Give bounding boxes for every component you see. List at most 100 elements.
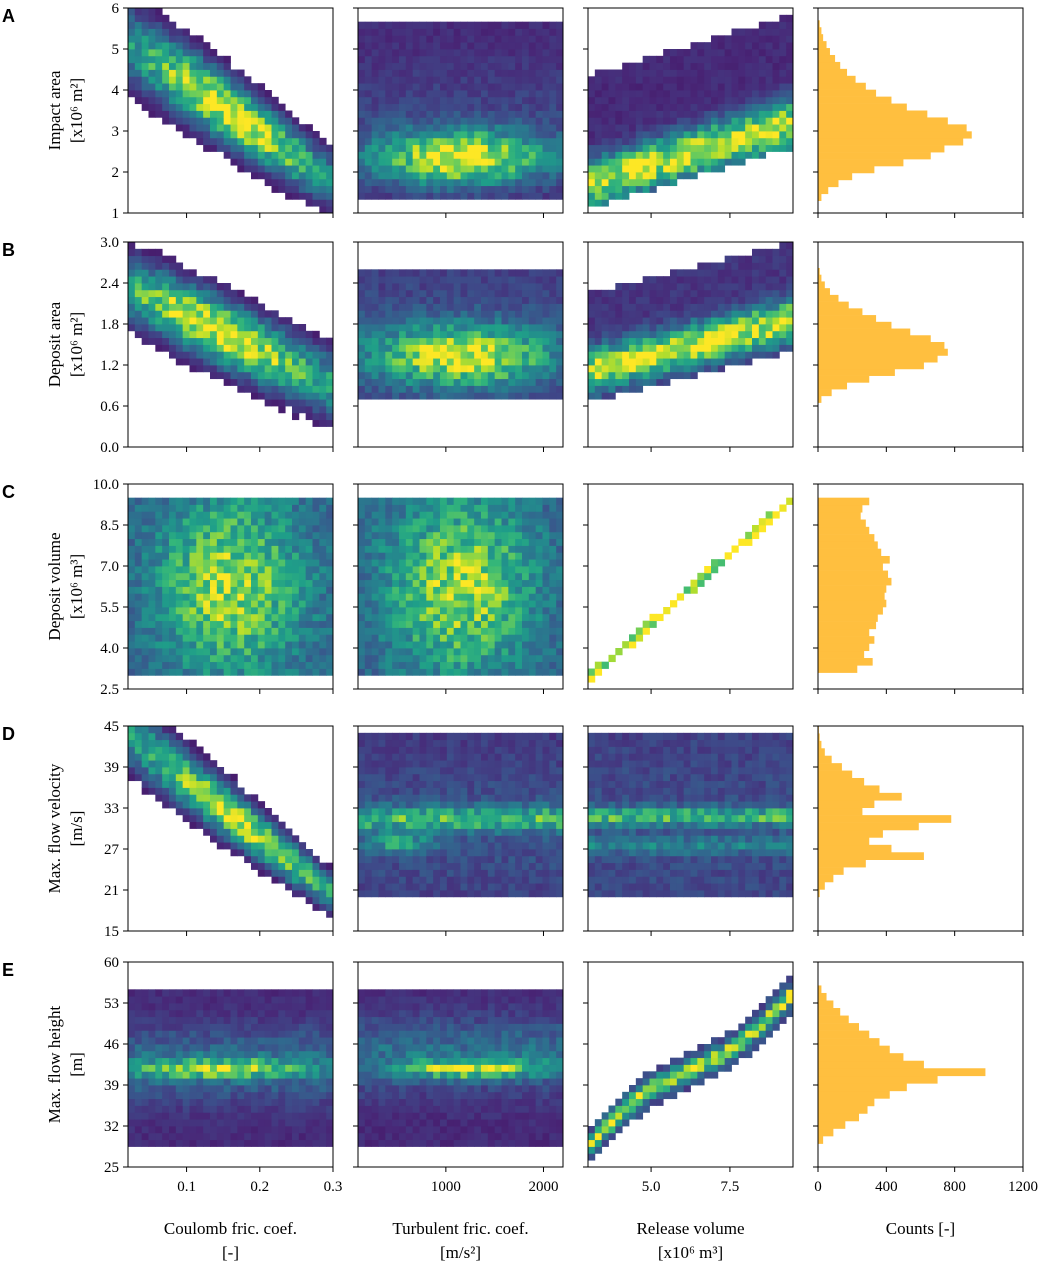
heatmap-cell: [522, 185, 530, 193]
heatmap-cell: [412, 344, 420, 352]
heatmap-cell: [717, 96, 726, 105]
heatmap-cell: [385, 158, 393, 166]
heatmap-cell: [481, 117, 489, 125]
heatmap-cell: [257, 497, 266, 505]
heatmap-cell: [676, 289, 685, 298]
heatmap-cell: [271, 371, 279, 380]
heatmap-cell: [305, 158, 313, 166]
heatmap-cell: [251, 303, 259, 311]
heatmap-cell: [141, 579, 149, 587]
heatmap-cell: [399, 49, 407, 57]
heatmap-cell: [758, 351, 767, 359]
heatmap-cell: [203, 296, 211, 304]
heatmap-cell: [453, 69, 461, 77]
heatmap-cell: [326, 178, 334, 187]
heatmap-cell: [305, 600, 313, 608]
y-tick-label: 1.2: [100, 358, 119, 374]
heatmap-cell: [371, 103, 379, 111]
heatmap-cell: [629, 62, 637, 70]
heatmap-cell: [786, 269, 794, 277]
heatmap-cell: [446, 371, 455, 380]
heatmap-cell: [175, 654, 184, 663]
heatmap-cell: [494, 276, 502, 284]
heatmap-cell: [501, 62, 509, 70]
heatmap-cell: [522, 42, 530, 50]
heatmap-cell: [128, 552, 136, 560]
heatmap-cell: [446, 124, 455, 132]
heatmap-cell: [251, 600, 259, 608]
heatmap-cell: [405, 511, 414, 519]
heatmap-cell: [467, 178, 475, 187]
heatmap-cell: [481, 83, 489, 91]
heatmap-cell: [535, 600, 543, 608]
heatmap-cell: [385, 28, 393, 36]
y-tick-label: 5.5: [100, 600, 119, 616]
heatmap-cell: [556, 131, 564, 139]
heatmap-cell: [392, 661, 400, 669]
heatmap-cell: [745, 351, 753, 359]
heatmap-cell: [392, 289, 400, 298]
heatmap-cell: [162, 654, 170, 663]
heatmap-cell: [319, 586, 327, 594]
heatmap-cell: [549, 35, 557, 43]
heatmap-cell: [175, 55, 184, 64]
heatmap-cell: [257, 358, 266, 366]
heatmap-cell: [312, 531, 320, 540]
heatmap-cell: [134, 593, 143, 601]
heatmap-cell: [148, 545, 156, 553]
heatmap-cell: [508, 172, 516, 180]
heatmap-cell: [745, 76, 753, 84]
heatmap-cell: [405, 358, 414, 366]
heatmap-cell: [182, 324, 190, 332]
heatmap-cell: [629, 337, 637, 345]
heatmap-cell: [264, 627, 272, 635]
heatmap-cell: [405, 392, 414, 400]
heatmap-cell: [745, 137, 753, 146]
heatmap-cell: [155, 310, 163, 318]
heatmap-cell: [433, 303, 441, 311]
heatmap-cell: [779, 310, 787, 318]
heatmap-cell: [141, 83, 149, 91]
heatmap-cell: [134, 579, 143, 587]
heatmap-cell: [487, 613, 496, 622]
heatmap-cell: [298, 572, 307, 581]
heatmap-cell: [128, 14, 136, 23]
heatmap-cell: [758, 137, 767, 146]
heatmap-cell: [426, 137, 434, 146]
heatmap-cell: [305, 330, 313, 339]
heatmap-cell: [731, 303, 739, 311]
heatmap-cell: [182, 654, 190, 663]
heatmap-cell: [717, 310, 726, 318]
heatmap-cell: [134, 511, 143, 519]
heatmap-cell: [257, 385, 266, 393]
heatmap-cell: [528, 600, 537, 608]
heatmap-cell: [392, 330, 400, 339]
heatmap-cell: [717, 317, 726, 325]
heatmap-cell: [371, 117, 379, 125]
heatmap-cell: [487, 337, 496, 345]
heatmap-cell: [426, 552, 434, 560]
heatmap-cell: [128, 49, 136, 57]
heatmap-cell: [292, 593, 300, 601]
heatmap-cell: [210, 131, 218, 139]
heatmap-cell: [676, 371, 685, 380]
heatmap-cell: [704, 62, 712, 70]
heatmap-cell: [608, 392, 616, 400]
heatmap-cell: [467, 641, 475, 649]
heatmap-cell: [223, 365, 231, 373]
heatmap-cell: [155, 248, 163, 257]
heatmap-cell: [216, 289, 225, 298]
heatmap-cell: [501, 35, 509, 43]
histogram-bar: [818, 54, 836, 63]
heatmap-cell: [494, 392, 502, 400]
heatmap-cell: [594, 117, 603, 125]
heatmap-cell: [731, 131, 739, 139]
heatmap-cell: [189, 654, 197, 663]
heatmap-cell: [542, 600, 550, 608]
heatmap-cell: [223, 497, 231, 505]
heatmap-cell: [148, 96, 156, 105]
heatmap-cell: [724, 276, 732, 284]
heatmap-cell: [285, 525, 293, 533]
heatmap-cell: [292, 192, 300, 200]
heatmap-cell: [460, 607, 468, 615]
